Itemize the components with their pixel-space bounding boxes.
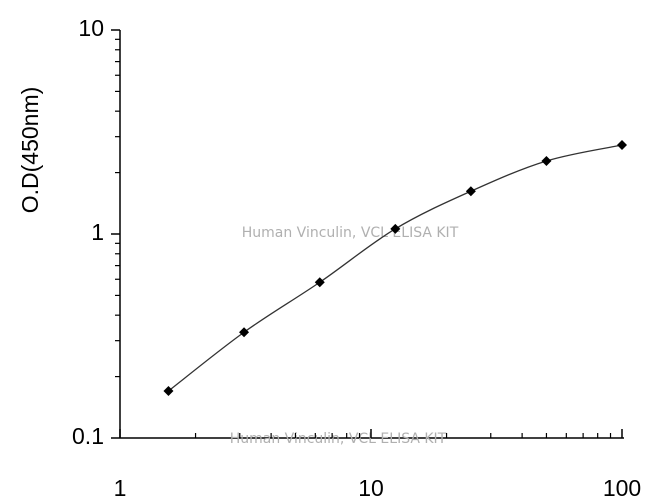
watermark: Human Vinculin, VCL ELISA KIT (230, 431, 447, 447)
marker (390, 223, 401, 234)
marker (239, 327, 250, 338)
y-axis-label: O.D(450nm) (17, 87, 43, 214)
y-tick-label: 10 (78, 15, 104, 41)
marker (541, 155, 552, 166)
watermark: Human Vinculin, VCL ELISA KIT (242, 225, 459, 241)
x-tick-label: 1 (114, 475, 127, 501)
marker (163, 385, 174, 396)
y-tick-label: 0.1 (72, 423, 104, 449)
x-tick-label: 10 (358, 475, 384, 501)
x-tick-label: 100 (603, 475, 641, 501)
curve (168, 144, 623, 392)
y-tick-label: 1 (91, 219, 104, 245)
marker (314, 277, 325, 288)
marker (465, 186, 476, 197)
marker (617, 140, 627, 151)
